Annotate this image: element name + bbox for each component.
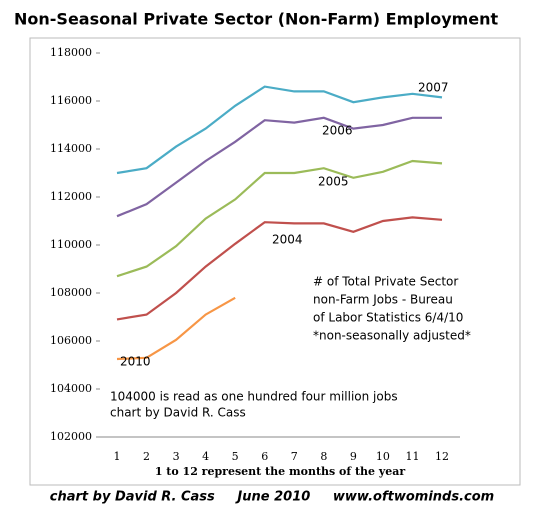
series-label: 2007 (418, 81, 449, 95)
series-line (116, 296, 236, 361)
chart-title: Non-Seasonal Private Sector (Non-Farm) E… (14, 10, 499, 29)
x-tick-label: 5 (232, 450, 239, 463)
y-tick-label: 106000 (50, 334, 92, 347)
x-tick-label: 9 (350, 450, 357, 463)
annotation: chart by David R. Cass (110, 406, 246, 420)
x-tick-label: 7 (291, 450, 298, 463)
series-label: 2006 (322, 124, 353, 138)
y-tick-label: 116000 (50, 94, 92, 107)
y-tick-label: 112000 (50, 190, 92, 203)
x-tick-label: 4 (202, 450, 209, 463)
y-tick-label: 110000 (50, 238, 92, 251)
series-label: 2005 (318, 175, 349, 189)
annotation: non-Farm Jobs - Bureau (313, 293, 453, 307)
series-label: 2010 (120, 355, 151, 369)
y-tick-label: 108000 (50, 286, 92, 299)
annotation: of Labor Statistics 6/4/10 (313, 311, 463, 325)
y-tick-label: 102000 (50, 430, 92, 443)
x-tick-label: 12 (435, 450, 449, 463)
annotation: # of Total Private Sector (313, 275, 458, 289)
series-line (116, 116, 442, 218)
x-tick-label: 1 (114, 450, 121, 463)
series-line (116, 216, 443, 321)
chart-frame (29, 37, 521, 486)
x-tick-label: 10 (376, 450, 390, 463)
x-axis-title: 1 to 12 represent the months of the year (155, 465, 406, 478)
y-tick-label: 114000 (50, 142, 92, 155)
x-tick-label: 3 (173, 450, 180, 463)
y-tick-label: 118000 (50, 46, 92, 59)
annotation: *non-seasonally adjusted* (313, 329, 471, 343)
series-label: 2004 (272, 233, 303, 247)
y-tick-label: 104000 (50, 382, 92, 395)
series-line (116, 85, 443, 175)
annotation: 104000 is read as one hundred four milli… (110, 390, 398, 404)
series-line (116, 159, 443, 278)
x-tick-label: 2 (143, 450, 150, 463)
x-tick-label: 11 (405, 450, 419, 463)
x-tick-label: 6 (261, 450, 268, 463)
footer: chart by David R. Cass June 2010 www.oft… (50, 490, 494, 505)
x-tick-label: 8 (320, 450, 327, 463)
